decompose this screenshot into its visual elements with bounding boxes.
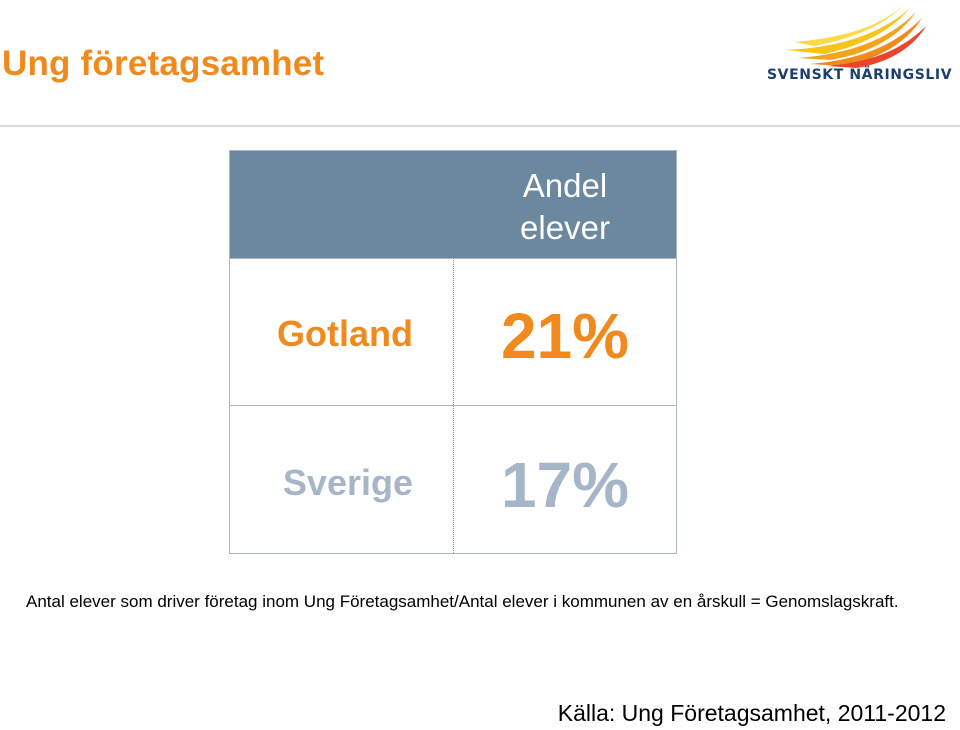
logo-wordmark: SVENSKT NÄRINGSLIV <box>767 67 953 83</box>
row-label-gotland: Gotland <box>277 313 413 354</box>
header-divider <box>0 125 960 127</box>
definition-note: Antal elever som driver företag inom Ung… <box>26 592 899 611</box>
row-label-sverige: Sverige <box>282 462 413 503</box>
column-divider <box>453 258 454 553</box>
page-title: Ung företagsamhet <box>2 44 325 83</box>
column-header-line1: Andel <box>522 167 608 204</box>
flame-wings-logo-icon <box>786 4 926 68</box>
comparison-table: Andel elever Gotland 21% Sverige 17% <box>229 150 677 554</box>
column-header-line2: elever <box>520 209 610 246</box>
column-header-andel-elever: Andel elever <box>454 165 676 249</box>
row-value-gotland: 21% <box>500 300 630 372</box>
table-row-gotland: Gotland 21% <box>230 258 676 405</box>
table-header-row: Andel elever <box>230 151 676 258</box>
source-citation: Källa: Ung Företagsamhet, 2011-2012 <box>557 700 946 726</box>
row-value-sverige: 17% <box>500 449 630 521</box>
table-row-sverige: Sverige 17% <box>230 405 676 553</box>
